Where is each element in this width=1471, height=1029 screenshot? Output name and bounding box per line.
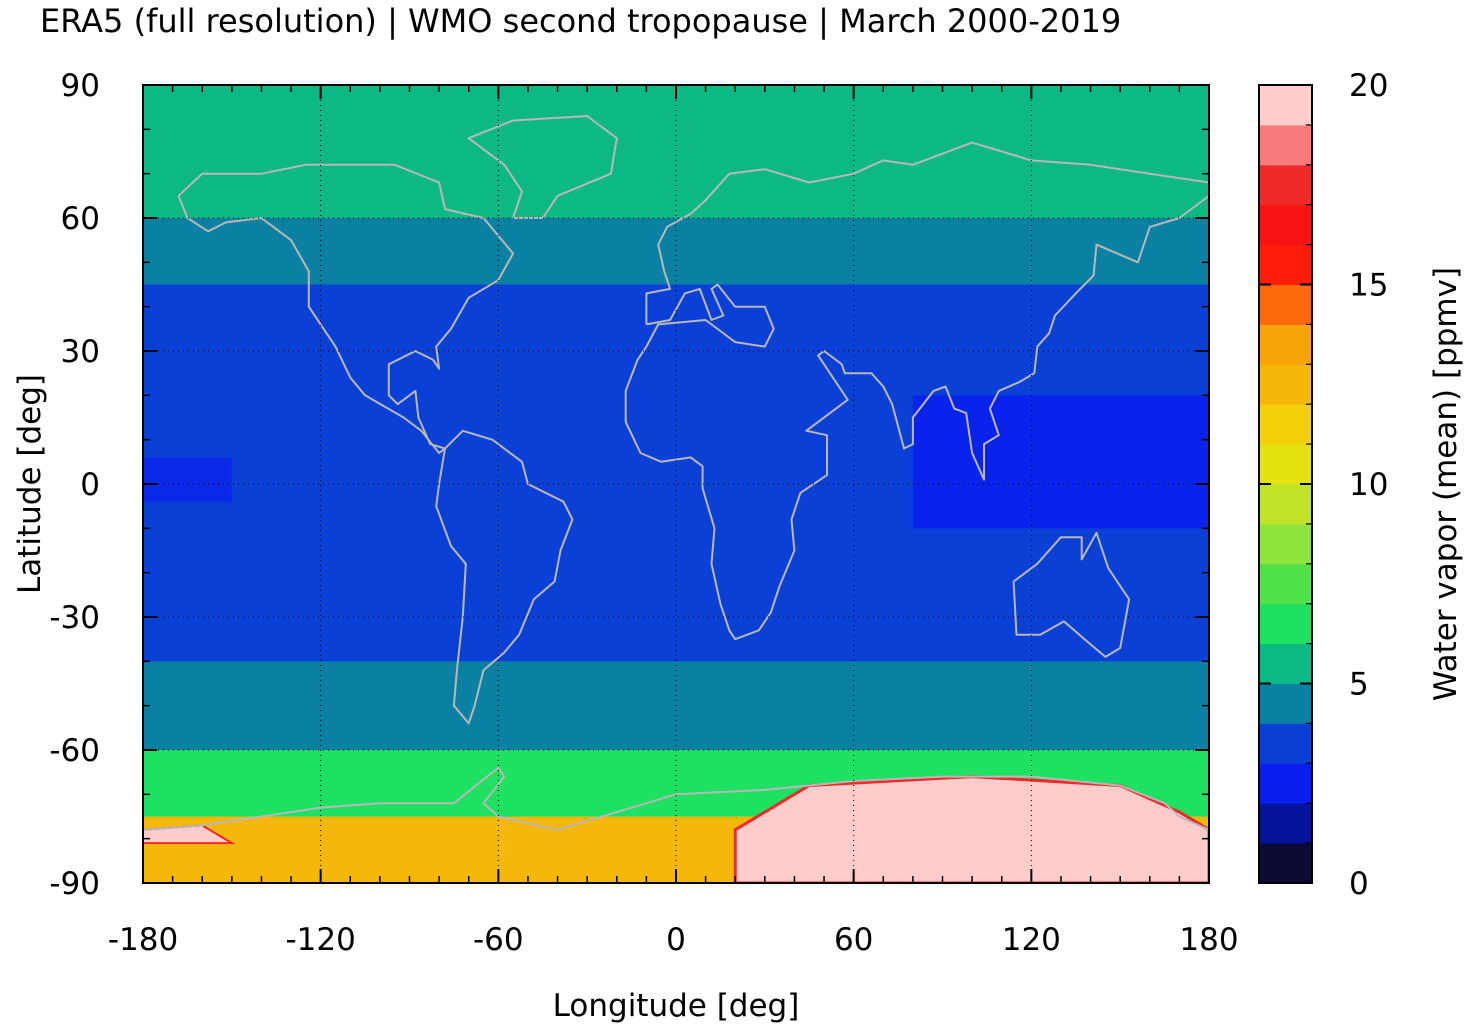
colorbar-tick-label: 5 [1349,667,1369,703]
band-antarctica [733,775,1209,883]
y-tick-label: -60 [49,733,100,769]
colorbar-label: Water vapor (mean) [ppmv] [1428,267,1464,701]
colorbar-swatch [1259,404,1312,445]
colorbar-swatch [1259,164,1312,206]
grid-lines [143,85,1209,883]
colorbar-swatch [1259,364,1312,405]
colorbar-swatch [1259,843,1312,884]
y-tick-label: -90 [49,866,100,902]
x-tick-label: 60 [834,922,873,958]
band-tropical-west-pacific [912,395,1209,529]
colorbar-tick-labels: 20 15 10 5 0 [1349,68,1388,902]
colorbar-swatch [1259,603,1312,645]
colorbar-swatch [1259,643,1312,684]
x-tick-label: -120 [285,922,355,958]
y-tick-labels: 90 60 30 0 -30 -60 -90 [49,68,100,902]
band-tropical-east [143,457,232,502]
colorbar-swatch [1259,484,1312,525]
axis-ticks [142,84,1210,884]
y-tick-label: -30 [49,600,100,636]
x-tick-label: 180 [1179,922,1238,958]
colorbar-swatch [1259,523,1312,565]
coastlines [143,115,1209,831]
x-tick-label: 120 [1002,922,1061,958]
colorbar-swatch [1259,204,1312,246]
y-tick-label: 0 [80,467,100,503]
colorbar-swatch [1259,444,1312,485]
colorbar-tick-label: 10 [1349,467,1388,503]
y-axis-label: Latitude [deg] [12,374,48,594]
y-tick-label: 90 [61,68,100,104]
coastline-south-america [435,429,574,725]
x-tick-label: -180 [108,922,178,958]
coastline-greenland [467,115,618,219]
coastline-australia [1012,531,1131,658]
colorbar-swatch [1259,284,1312,325]
colorbar-swatch [1259,803,1312,844]
coastline-antarctica-coast [143,766,1209,831]
heatmap-band [143,85,1209,218]
y-tick-label: 60 [61,201,100,237]
colorbar-tick-label: 20 [1349,68,1388,104]
x-tick-labels: -180 -120 -60 0 60 120 180 [108,922,1239,958]
coastline-north-america [177,163,515,454]
colorbar-swatch [1259,85,1312,126]
colorbar-tick-label: 15 [1349,268,1388,304]
heatmap-field [143,85,1209,883]
colorbar-swatch [1259,244,1312,285]
colorbar-tick-label: 0 [1349,866,1369,902]
colorbar-swatch [1259,124,1312,166]
y-tick-label: 30 [61,334,100,370]
colorbar-swatch [1259,324,1312,365]
x-tick-label: 0 [666,922,686,958]
colorbar-swatch [1259,763,1312,804]
colorbar-swatch [1259,683,1312,724]
x-axis-label: Longitude [deg] [553,988,800,1024]
colorbar [1258,84,1313,884]
colorbar-swatch [1259,563,1312,605]
chart-title: ERA5 (full resolution) | WMO second trop… [40,2,1122,40]
x-tick-label: -60 [473,922,524,958]
heatmap-band [143,218,1209,285]
coastline-eurasia-africa [624,141,1209,641]
colorbar-swatch [1259,723,1312,764]
